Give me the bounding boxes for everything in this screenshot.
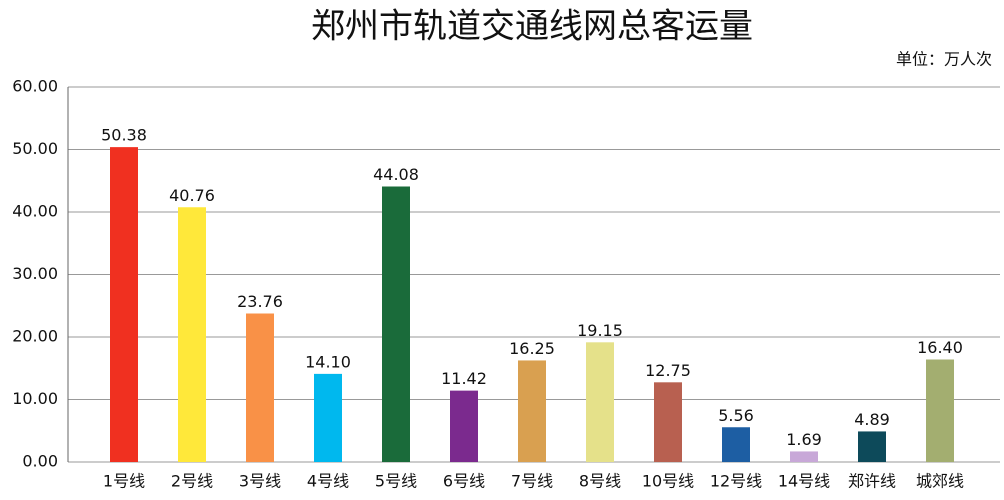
value-label: 44.08	[373, 165, 419, 184]
x-tick-label: 1号线	[103, 472, 145, 491]
value-label: 5.56	[718, 406, 754, 425]
y-tick-label: 10.00	[12, 389, 58, 408]
value-label: 23.76	[237, 292, 283, 311]
x-tick-label: 14号线	[778, 472, 830, 491]
bar	[654, 382, 682, 462]
unit-label: 单位：万人次	[896, 50, 992, 69]
bar	[450, 390, 478, 462]
x-tick-label: 3号线	[239, 472, 281, 491]
x-tick-label: 2号线	[171, 472, 213, 491]
value-label: 11.42	[441, 369, 487, 388]
bar	[926, 359, 954, 462]
y-tick-label: 40.00	[12, 202, 58, 221]
y-tick-label: 30.00	[12, 264, 58, 283]
y-tick-label: 20.00	[12, 327, 58, 346]
value-label: 16.40	[917, 338, 963, 357]
bar	[722, 427, 750, 462]
y-tick-label: 0.00	[22, 452, 58, 471]
x-tick-label: 12号线	[710, 472, 762, 491]
bar	[586, 342, 614, 462]
bar	[110, 147, 138, 462]
bar	[178, 207, 206, 462]
value-label: 40.76	[169, 186, 215, 205]
x-tick-label: 6号线	[443, 472, 485, 491]
x-tick-label: 城郊线	[916, 472, 964, 491]
x-tick-label: 8号线	[579, 472, 621, 491]
bar	[518, 360, 546, 462]
bar	[246, 313, 274, 462]
value-label: 12.75	[645, 361, 691, 380]
x-tick-label: 4号线	[307, 472, 349, 491]
value-label: 4.89	[854, 410, 890, 429]
value-label: 1.69	[786, 430, 822, 449]
bar	[382, 186, 410, 462]
x-tick-label: 5号线	[375, 472, 417, 491]
x-tick-label: 7号线	[511, 472, 553, 491]
chart-title: 郑州市轨道交通线网总客运量	[311, 7, 753, 47]
y-tick-label: 50.00	[12, 139, 58, 158]
y-tick-label: 60.00	[12, 77, 58, 96]
value-label: 14.10	[305, 352, 351, 371]
value-label: 50.38	[101, 126, 147, 145]
value-label: 19.15	[577, 321, 623, 340]
x-tick-label: 10号线	[642, 472, 694, 491]
value-label: 16.25	[509, 339, 555, 358]
bar	[314, 373, 342, 462]
bar	[858, 431, 886, 462]
x-tick-label: 郑许线	[848, 472, 896, 491]
bar	[790, 451, 818, 462]
